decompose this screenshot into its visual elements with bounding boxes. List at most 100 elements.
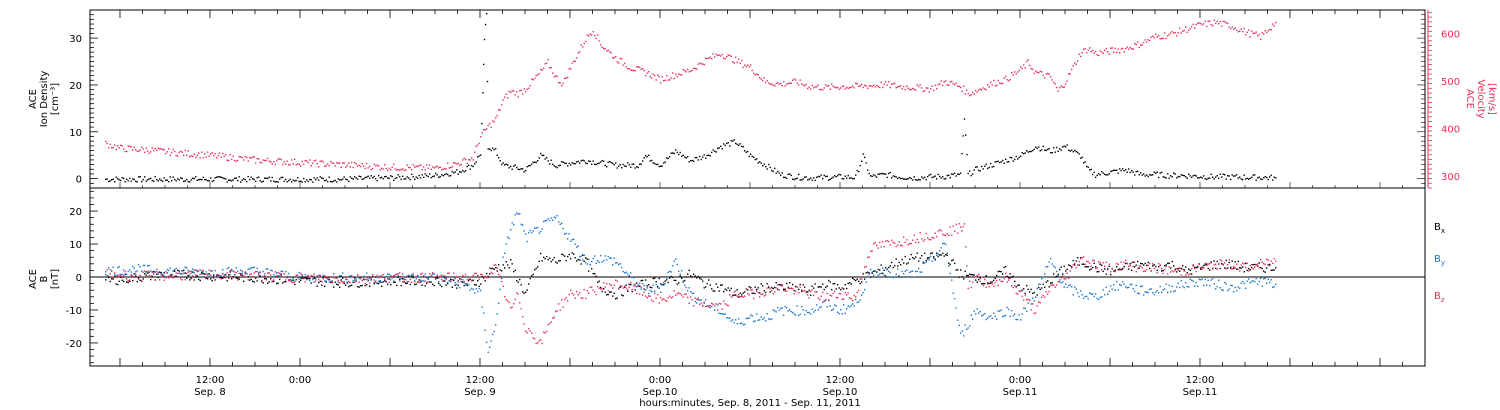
bottom-point (861, 278, 863, 280)
bottom-point (271, 280, 273, 282)
top-point (171, 151, 173, 154)
top-point (745, 66, 747, 68)
top-point (451, 170, 453, 173)
bottom-point (343, 282, 345, 285)
top-point (1197, 22, 1199, 25)
top-point (1000, 82, 1002, 85)
top-point (210, 177, 212, 179)
top-point (1054, 151, 1056, 153)
top-point (1021, 67, 1023, 70)
bottom-point (444, 275, 446, 277)
top-point (622, 64, 624, 66)
top-point (1156, 36, 1158, 38)
top-point (375, 178, 377, 180)
x-tick-date: Sep.11 (1183, 387, 1218, 398)
top-point (330, 181, 332, 183)
bottom-point (969, 273, 971, 275)
top-point (766, 168, 768, 170)
bottom-point (1272, 269, 1274, 271)
bottom-point (1224, 262, 1226, 264)
top-point (810, 88, 812, 90)
bottom-point (768, 286, 770, 289)
top-point (114, 144, 116, 146)
bottom-point (1186, 286, 1188, 288)
bottom-point (489, 346, 491, 348)
top-point (1237, 31, 1239, 33)
top-point (709, 56, 711, 58)
top-point (768, 82, 770, 84)
top-point (634, 167, 636, 169)
bottom-point (859, 278, 861, 280)
bottom-point (1270, 269, 1272, 271)
bottom-point (156, 271, 158, 273)
top-point (460, 171, 462, 173)
bottom-point (664, 282, 666, 285)
top-point (823, 87, 825, 89)
bottom-point (516, 212, 518, 214)
bottom-point (1183, 269, 1185, 271)
bottom-point (852, 303, 854, 305)
bottom-point (564, 233, 566, 235)
top-point (885, 81, 887, 83)
bottom-point (1125, 262, 1127, 265)
top-point (955, 175, 957, 177)
bottom-point (990, 282, 992, 284)
top-point (126, 150, 128, 153)
bottom-point (1254, 266, 1256, 268)
top-point (933, 89, 935, 92)
top-point (883, 173, 885, 175)
bottom-point (1104, 268, 1106, 270)
bottom-point (660, 297, 662, 299)
bottom-point (523, 323, 525, 325)
top-point (1131, 170, 1133, 172)
bottom-point (309, 276, 311, 278)
top-point (594, 34, 596, 37)
bottom-point (364, 278, 366, 281)
density-tick-label: 20 (69, 81, 82, 92)
bottom-point (247, 268, 249, 270)
top-point (931, 176, 933, 179)
top-point (1204, 178, 1206, 180)
bottom-point (441, 285, 443, 288)
top-point (805, 83, 807, 86)
bottom-point (121, 279, 123, 282)
bottom-point (1050, 282, 1052, 284)
bottom-point (261, 280, 263, 282)
bottom-point (444, 280, 446, 282)
bottom-point (778, 289, 780, 291)
top-point (255, 180, 257, 183)
bottom-point (1012, 275, 1014, 277)
top-point (303, 163, 305, 165)
bottom-point (294, 283, 296, 285)
top-point (429, 164, 431, 166)
bottom-point (846, 294, 848, 296)
top-point (204, 178, 206, 181)
bottom-point (669, 270, 671, 273)
top-point (148, 152, 150, 155)
top-point (655, 79, 657, 81)
top-point (583, 160, 585, 162)
bottom-point (748, 286, 750, 288)
bottom-point (609, 283, 611, 285)
top-point (1036, 147, 1038, 149)
bottom-point (496, 267, 498, 269)
bottom-point (570, 289, 572, 291)
bottom-point (690, 291, 692, 293)
top-point (760, 78, 762, 80)
bottom-point (211, 280, 213, 282)
bottom-point (123, 274, 125, 277)
bottom-point (931, 236, 933, 239)
bottom-point (529, 277, 531, 280)
bottom-point (591, 268, 593, 270)
bottom-point (877, 268, 879, 271)
top-point (1101, 51, 1103, 53)
bottom-point (997, 310, 999, 312)
top-point (1065, 83, 1067, 85)
bottom-point (261, 276, 263, 278)
top-point (1266, 176, 1268, 179)
bottom-point (876, 271, 878, 273)
bottom-point (324, 275, 326, 277)
bottom-point (495, 267, 497, 269)
bottom-point (223, 276, 225, 278)
bottom-point (990, 281, 992, 283)
